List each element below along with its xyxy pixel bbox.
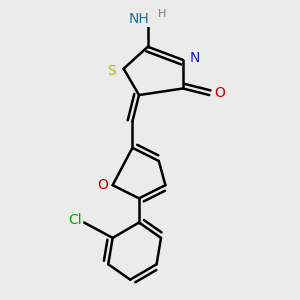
Text: Cl: Cl [68, 213, 82, 227]
Text: O: O [214, 86, 225, 100]
Text: S: S [107, 64, 116, 78]
Text: NH: NH [129, 12, 149, 26]
Text: H: H [158, 9, 166, 19]
Text: O: O [97, 178, 108, 192]
Text: N: N [190, 51, 200, 65]
